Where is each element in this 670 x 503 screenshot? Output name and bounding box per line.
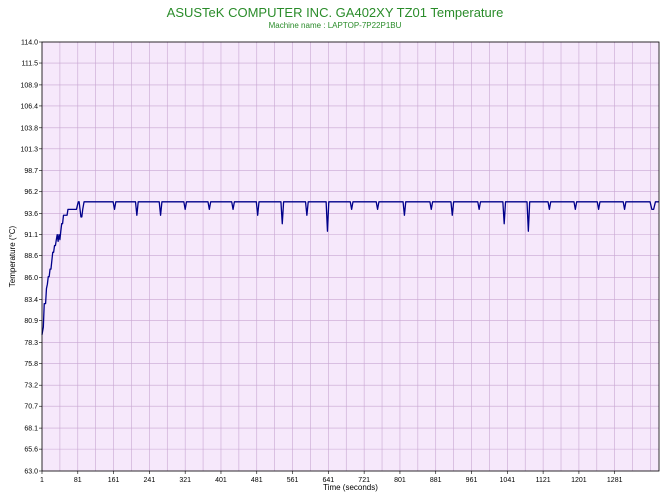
chart-title: ASUSTeK COMPUTER INC. GA402XY TZ01 Tempe… [167,5,504,20]
y-tick-label: 68.1 [24,426,38,433]
y-tick-label: 93.6 [24,211,38,218]
x-tick-label: 961 [466,477,478,484]
y-tick-label: 103.8 [20,125,38,132]
y-tick-label: 75.8 [24,361,38,368]
y-tick-label: 96.2 [24,189,38,196]
y-tick-label: 106.4 [20,103,38,110]
y-tick-label: 63.0 [24,469,38,476]
y-tick-label: 111.5 [22,61,39,68]
plot-border [41,41,660,472]
x-tick-label: 1 [40,477,44,484]
y-tick-label: 73.2 [24,383,38,390]
x-tick-label: 641 [323,477,335,484]
x-axis-ticks: 1 81 161 241 321 401 481 561 641 721 801 881 961 1041… [40,471,623,484]
x-tick-label: 721 [358,477,370,484]
y-tick-label: 70.7 [24,404,38,411]
y-tick-label: 83.4 [24,297,38,304]
x-tick-label: 1201 [571,477,587,484]
x-tick-label: 321 [179,477,191,484]
x-tick-label: 481 [251,477,263,484]
grid-lines [41,41,659,472]
y-axis-label: Temperature (°C) [8,225,17,287]
x-tick-label: 1041 [500,477,516,484]
y-tick-label: 108.9 [20,82,38,89]
y-tick-label: 78.3 [24,340,38,347]
y-tick-label: 101.3 [20,146,38,153]
y-tick-label: 98.7 [24,168,38,175]
x-tick-label: 241 [144,477,156,484]
x-axis-label: Time (seconds) [323,483,378,492]
x-tick-label: 401 [215,477,227,484]
x-tick-label: 1281 [607,477,623,484]
x-tick-label: 81 [74,477,82,484]
x-tick-label: 801 [394,477,406,484]
y-tick-label: 86.0 [24,275,38,282]
y-axis-ticks: 63.0 65.6 68.1 70.7 73.2 75.8 78.3 80.9 83.4 86.0… [20,40,42,476]
x-tick-label: 1121 [536,477,551,484]
y-tick-label: 91.1 [24,232,38,239]
chart-subtitle: Machine name : LAPTOP-7P22P1BU [269,21,402,30]
y-tick-label: 88.6 [24,253,38,260]
y-tick-label: 65.6 [24,447,38,454]
y-tick-label: 114.0 [21,40,38,47]
temperature-series-line [41,201,659,335]
x-tick-label: 881 [430,477,442,484]
x-tick-label: 161 [108,477,120,484]
x-tick-label: 561 [287,477,299,484]
plot-area [42,42,659,471]
y-tick-label: 80.9 [24,318,38,325]
